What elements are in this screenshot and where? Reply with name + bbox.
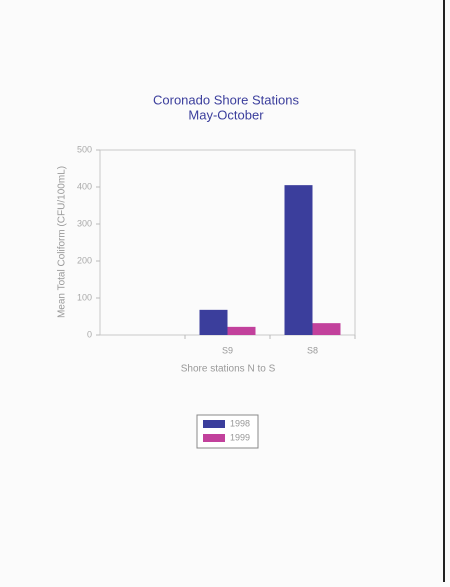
chart-title: Coronado Shore Stations [153,92,299,107]
y-tick-label: 0 [87,329,92,339]
legend-swatch [203,420,225,428]
bar [312,323,341,335]
legend-label: 1998 [230,418,250,428]
y-tick-label: 200 [77,255,92,265]
chart-subtitle: May-October [188,107,264,122]
legend-label: 1999 [230,432,250,442]
y-tick-label: 300 [77,218,92,228]
legend-swatch [203,434,225,442]
y-tick-label: 400 [77,181,92,191]
y-tick-label: 100 [77,292,92,302]
x-tick-label: S9 [222,345,233,355]
bar [199,309,228,335]
bar [227,326,256,335]
bar [284,185,313,335]
x-tick-label: S8 [307,345,318,355]
y-tick-label: 500 [77,144,92,154]
x-axis-label: Shore stations N to S [181,364,276,375]
y-axis-label: Mean Total Coliform (CFU/100mL) [57,166,68,318]
